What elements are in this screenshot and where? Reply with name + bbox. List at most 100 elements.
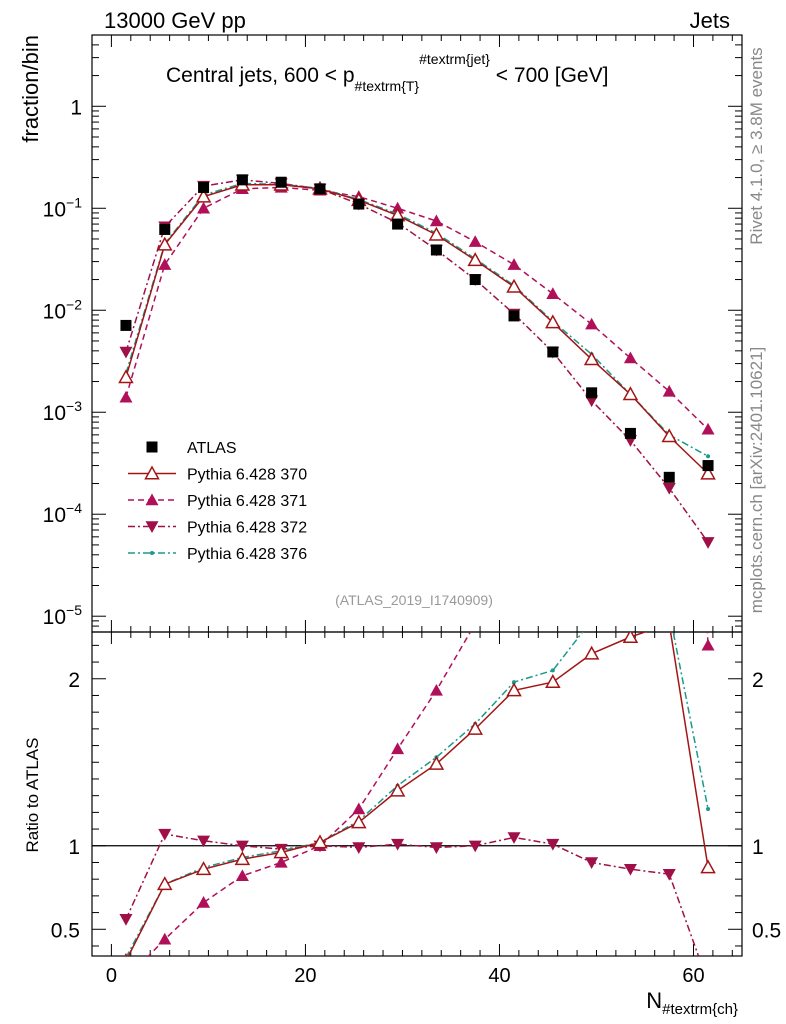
y-tick-label: 10−3 (43, 398, 83, 425)
data-point-pythia-6-428-372 (585, 395, 599, 408)
ratio-point-pythia-6-428-372 (585, 857, 599, 869)
y-tick-base: 10 (43, 606, 66, 629)
data-point-atlas (430, 244, 442, 256)
data-point-pythia-6-428-371 (429, 214, 443, 227)
mcplots-label: mcplots.cern.ch [arXiv:2401.10621] (747, 347, 766, 613)
legend-item-pythia-6-428-376: Pythia 6.428 376 (128, 546, 307, 563)
legend-item-pythia-6-428-371: Pythia 6.428 371 (128, 493, 307, 510)
data-point-pythia-6-428-370 (428, 226, 445, 241)
ratio-point-pythia-6-428-371 (158, 932, 172, 945)
legend-marker (145, 521, 159, 533)
ratio-tick-label-left: 2 (68, 669, 80, 692)
data-point-pythia-6-428-371 (701, 422, 715, 435)
y-tick-exp: −1 (66, 194, 82, 210)
legend-item-atlas: ATLAS (146, 440, 237, 457)
legend-label: Pythia 6.428 370 (187, 467, 307, 484)
ratio-point-pythia-6-428-370 (622, 632, 639, 643)
ratio-point-pythia-6-428-370 (545, 674, 561, 689)
data-point-pythia-6-428-371 (468, 235, 482, 247)
ratio-point-pythia-6-428-372 (352, 842, 366, 854)
ratio-tick-label-right: 0.5 (752, 919, 781, 942)
ratio-point-pythia-6-428-372 (429, 842, 443, 854)
ratio-point-pythia-6-428-376 (512, 680, 517, 685)
x-axis-label: N#textrm{ch} (646, 988, 738, 1018)
data-point-atlas (159, 223, 171, 235)
x-tick-label: 40 (488, 965, 510, 987)
y-tick-label: 10−1 (43, 194, 83, 221)
main-frame (91, 34, 743, 633)
ratio-point-pythia-6-428-370 (583, 645, 600, 660)
ratio-point-pythia-6-428-370 (312, 834, 328, 849)
data-point-pythia-6-428-371 (546, 287, 560, 299)
data-point-pythia-6-428-372 (119, 346, 133, 359)
ratio-point-pythia-6-428-370 (234, 851, 251, 866)
data-point-pythia-6-428-371 (585, 317, 599, 330)
legend-item-pythia-6-428-372: Pythia 6.428 372 (128, 520, 307, 537)
main-series-layer (118, 174, 716, 549)
ratio-line-pythia-6-428-370 (127, 632, 709, 956)
y-tick-label: 10−4 (43, 500, 83, 527)
chart-title-sub: #textrm{T} (355, 78, 420, 94)
y-tick-label: 10−2 (43, 296, 83, 323)
data-point-atlas (353, 198, 365, 210)
y-tick-base: 10 (43, 198, 66, 221)
data-point-pythia-6-428-370 (661, 428, 678, 443)
chart-title-pre: Central jets, 600 < p (166, 64, 355, 87)
data-point-pythia-6-428-371 (158, 258, 172, 270)
ratio-point-pythia-6-428-372 (391, 838, 405, 851)
ratio-point-pythia-6-428-371 (235, 869, 249, 882)
data-point-pythia-6-428-371 (662, 384, 676, 397)
legend-label: Pythia 6.428 376 (187, 546, 307, 563)
ratio-point-pythia-6-428-370 (273, 844, 289, 859)
ratio-tick-label-left: 1 (68, 836, 80, 859)
data-point-pythia-6-428-376 (706, 454, 711, 459)
legend-label: Pythia 6.428 372 (187, 520, 307, 537)
ratio-point-pythia-6-428-371 (119, 973, 132, 985)
ratio-point-pythia-6-428-371 (546, 388, 559, 400)
data-point-atlas (236, 174, 248, 186)
ratio-y-axis-label: Ratio to ATLAS (23, 738, 42, 853)
ratio-point-pythia-6-428-370 (195, 861, 212, 876)
data-point-pythia-6-428-372 (701, 537, 715, 549)
ratio-point-pythia-6-428-376 (706, 807, 711, 812)
legend-label: Pythia 6.428 371 (187, 493, 307, 510)
data-point-atlas (624, 427, 636, 439)
ratio-point-pythia-6-428-376 (550, 668, 555, 673)
ratio-point-pythia-6-428-372 (119, 914, 133, 926)
ratio-line-pythia-6-428-372 (125, 833, 700, 956)
ratio-point-pythia-6-428-370 (506, 682, 522, 697)
ratio-point-pythia-6-428-371 (391, 742, 405, 755)
ratio-line-pythia-6-428-376 (125, 632, 709, 956)
legend-marker (144, 465, 160, 480)
data-point-pythia-6-428-370 (467, 252, 483, 267)
chart-title-post: < 700 [GeV] (490, 64, 609, 87)
ratio-point-pythia-6-428-372 (158, 828, 172, 841)
y-axis-label: fraction/bin (18, 35, 43, 143)
ratio-point-pythia-6-428-376 (590, 618, 594, 622)
data-point-pythia-6-428-370 (506, 278, 522, 293)
data-point-pythia-6-428-370 (118, 369, 134, 384)
ratio-tick-label-right: 2 (752, 669, 764, 692)
ratio-point-pythia-6-428-376 (667, 610, 671, 614)
data-point-pythia-6-428-371 (507, 258, 521, 270)
y-tick-base: 10 (43, 402, 66, 425)
data-point-pythia-6-428-371 (623, 351, 637, 364)
data-point-atlas (120, 319, 132, 331)
data-point-atlas (275, 176, 287, 188)
ratio-point-pythia-6-428-371 (508, 472, 521, 484)
y-tick-exp: −2 (66, 296, 82, 312)
ratio-point-pythia-6-428-372 (468, 840, 482, 853)
chart-title: Central jets, 600 < p#textrm{T} #textrm{j… (166, 51, 608, 94)
category-label: Jets (690, 8, 730, 33)
main-panel: 10−510−410−310−210−11 (43, 34, 743, 633)
ratio-point-pythia-6-428-371 (624, 88, 637, 100)
ratio-tick-label-left: 0.5 (51, 919, 80, 942)
x-tick-label: 60 (682, 965, 704, 987)
data-point-pythia-6-428-370 (700, 465, 716, 480)
data-point-pythia-6-428-370 (156, 236, 173, 251)
series-line-pythia-6-428-372 (125, 179, 709, 543)
ratio-point-pythia-6-428-372 (197, 835, 211, 848)
ratio-point-pythia-6-428-371 (197, 896, 211, 908)
energy-label: 13000 GeV pp (104, 8, 246, 33)
